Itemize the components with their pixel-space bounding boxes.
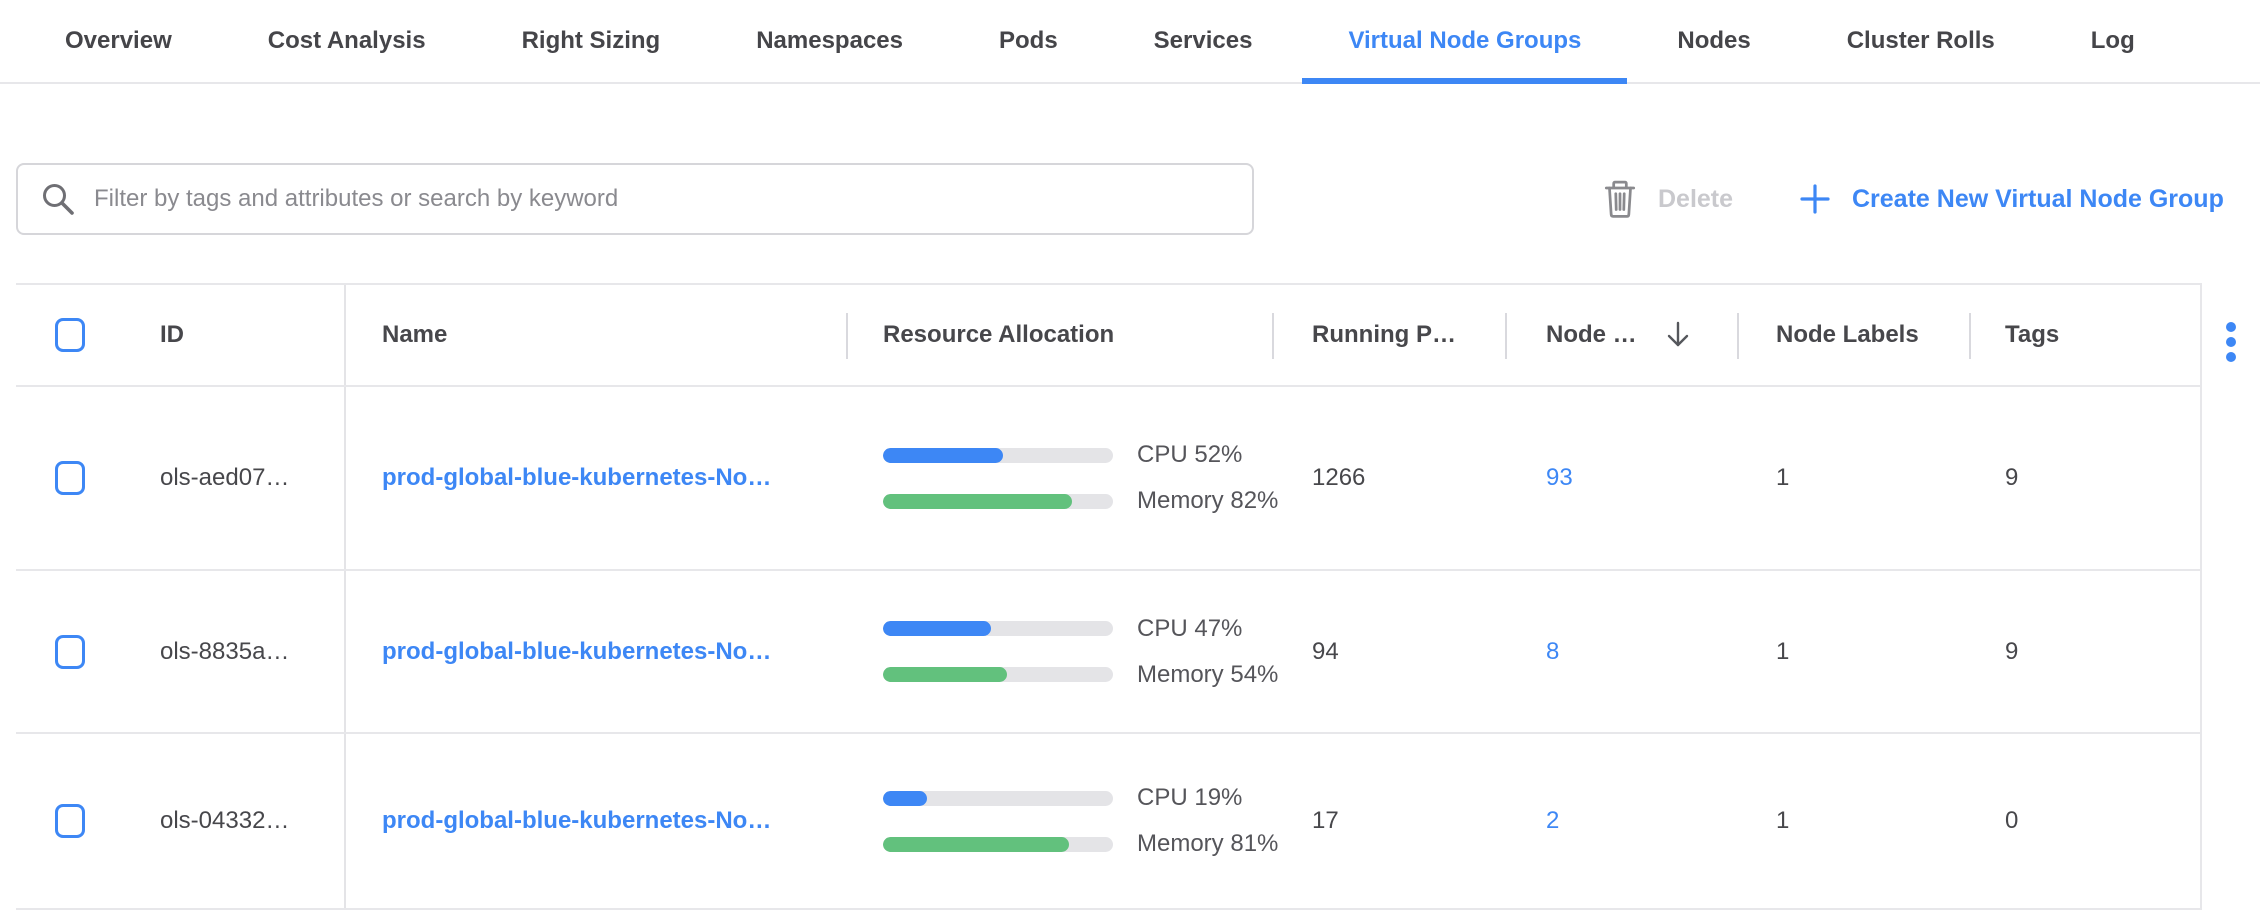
filter-search-box[interactable] — [16, 163, 1254, 235]
column-header-resource-allocation[interactable]: Resource Allocation — [846, 285, 1272, 385]
memory-usage-bar — [883, 494, 1113, 509]
column-header-nodes[interactable]: Node … — [1505, 285, 1737, 385]
search-icon — [40, 181, 76, 217]
running-pods-value: 17 — [1312, 807, 1339, 835]
memory-usage-label: Memory 54% — [1137, 661, 1278, 689]
nodes-count-link[interactable]: 93 — [1546, 464, 1573, 492]
running-pods-value: 1266 — [1312, 464, 1365, 492]
tab-overview[interactable]: Overview — [65, 0, 172, 82]
running-pods-value: 94 — [1312, 638, 1339, 666]
tab-services[interactable]: Services — [1154, 0, 1253, 82]
node-labels-value: 1 — [1776, 464, 1789, 492]
select-all-checkbox[interactable] — [55, 318, 85, 352]
cpu-usage-label: CPU 19% — [1137, 784, 1242, 812]
nodes-count-link[interactable]: 8 — [1546, 638, 1559, 666]
tags-value: 9 — [2005, 638, 2018, 666]
tab-pods[interactable]: Pods — [999, 0, 1058, 82]
vng-name-link[interactable]: prod-global-blue-kubernetes-No… — [382, 807, 771, 835]
sort-descending-icon[interactable] — [1663, 319, 1693, 351]
resource-allocation: CPU 19% Memory 81% — [883, 784, 1278, 858]
memory-usage-bar — [883, 667, 1113, 682]
tab-virtual-node-groups[interactable]: Virtual Node Groups — [1348, 0, 1581, 82]
cpu-usage-bar — [883, 791, 1113, 806]
filter-search-input[interactable] — [94, 185, 1230, 213]
row-checkbox[interactable] — [55, 635, 85, 669]
create-new-virtual-node-group-button[interactable]: Create New Virtual Node Group — [1798, 163, 2224, 235]
create-button-label: Create New Virtual Node Group — [1852, 185, 2224, 214]
vng-name-link[interactable]: prod-global-blue-kubernetes-No… — [382, 464, 771, 492]
column-header-name[interactable]: Name — [346, 285, 846, 385]
trash-icon — [1602, 179, 1638, 219]
nodes-count-link[interactable]: 2 — [1546, 807, 1559, 835]
tab-namespaces[interactable]: Namespaces — [756, 0, 903, 82]
plus-icon — [1798, 182, 1832, 216]
vng-id: ols-aed07… — [160, 464, 289, 492]
tab-nodes[interactable]: Nodes — [1677, 0, 1750, 82]
table-row: ols-8835a… prod-global-blue-kubernetes-N… — [16, 571, 2200, 734]
column-header-tags[interactable]: Tags — [1969, 285, 2202, 385]
vng-id: ols-04332… — [160, 807, 289, 835]
cpu-usage-bar — [883, 448, 1113, 463]
resource-allocation: CPU 52% Memory 82% — [883, 441, 1278, 515]
tab-cluster-rolls[interactable]: Cluster Rolls — [1847, 0, 1995, 82]
cpu-usage-bar — [883, 621, 1113, 636]
tags-value: 9 — [2005, 464, 2018, 492]
tab-cost-analysis[interactable]: Cost Analysis — [268, 0, 426, 82]
node-labels-value: 1 — [1776, 638, 1789, 666]
column-header-running-pods[interactable]: Running P… — [1272, 285, 1505, 385]
virtual-node-groups-table: ID Name Resource Allocation Running P… N… — [16, 283, 2202, 910]
row-checkbox[interactable] — [55, 804, 85, 838]
table-row: ols-04332… prod-global-blue-kubernetes-N… — [16, 734, 2200, 910]
column-options-kebab-icon[interactable] — [2226, 322, 2236, 362]
delete-button-label: Delete — [1658, 185, 1733, 214]
vng-id: ols-8835a… — [160, 638, 289, 666]
memory-usage-label: Memory 81% — [1137, 830, 1278, 858]
column-header-id[interactable]: ID — [146, 285, 346, 385]
memory-usage-label: Memory 82% — [1137, 487, 1278, 515]
tab-right-sizing[interactable]: Right Sizing — [522, 0, 661, 82]
tab-log[interactable]: Log — [2091, 0, 2135, 82]
tab-bar: Overview Cost Analysis Right Sizing Name… — [0, 0, 2260, 84]
table-header: ID Name Resource Allocation Running P… N… — [16, 285, 2200, 387]
node-labels-value: 1 — [1776, 807, 1789, 835]
resource-allocation: CPU 47% Memory 54% — [883, 615, 1278, 689]
column-header-node-labels[interactable]: Node Labels — [1737, 285, 1969, 385]
cpu-usage-label: CPU 52% — [1137, 441, 1242, 469]
tags-value: 0 — [2005, 807, 2018, 835]
vng-name-link[interactable]: prod-global-blue-kubernetes-No… — [382, 638, 771, 666]
memory-usage-bar — [883, 837, 1113, 852]
cpu-usage-label: CPU 47% — [1137, 615, 1242, 643]
delete-button[interactable]: Delete — [1602, 163, 1733, 235]
row-checkbox[interactable] — [55, 461, 85, 495]
table-row: ols-aed07… prod-global-blue-kubernetes-N… — [16, 387, 2200, 571]
